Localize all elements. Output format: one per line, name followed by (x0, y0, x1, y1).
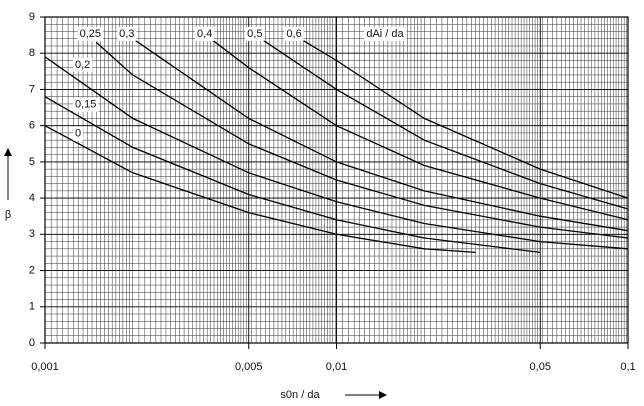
series-label: 0,6 (286, 28, 301, 40)
label-background (245, 26, 265, 41)
label-background (73, 57, 93, 72)
label-background (117, 26, 137, 41)
series-label: 0,3 (119, 28, 134, 40)
y-tick-label: 2 (29, 264, 35, 276)
label-background (73, 97, 99, 112)
series-label: 0,15 (75, 99, 96, 111)
x-tick-label: 0,005 (235, 361, 263, 373)
y-tick-label: 0 (29, 337, 35, 349)
curve (95, 41, 629, 239)
curve (44, 56, 629, 250)
x-tick-label: 0,01 (326, 361, 347, 373)
label-background (194, 26, 215, 41)
label-background (73, 126, 84, 141)
y-tick-label: 8 (29, 47, 35, 59)
series-label: 0 (75, 128, 81, 140)
y-tick-label: 1 (29, 301, 35, 313)
y-axis-label: β (5, 209, 11, 221)
y-tick-label: 4 (29, 192, 35, 204)
y-tick-label: 3 (29, 228, 35, 240)
curve (44, 125, 476, 254)
plot-frame (44, 16, 629, 344)
x-arrow-head (379, 391, 387, 399)
label-background (77, 26, 104, 41)
label-background (284, 26, 304, 41)
series-label: 0,5 (247, 28, 262, 40)
x-tick-label: 0,001 (31, 361, 59, 373)
curve (260, 38, 629, 210)
curve (44, 96, 541, 254)
series-label: 0,4 (197, 28, 212, 40)
y-tick-label: 7 (29, 83, 35, 95)
y-tick-label: 5 (29, 156, 35, 168)
y-tick-label: 6 (29, 120, 35, 132)
curve (210, 38, 629, 221)
x-axis-label: s0n / da (280, 389, 320, 401)
curve (132, 38, 629, 232)
label-background (364, 26, 407, 41)
x-tick-label: 0,05 (530, 361, 551, 373)
series-label: 0,2 (75, 59, 90, 71)
series-label: 0,25 (80, 28, 101, 40)
y-arrow-head (4, 148, 12, 156)
curve (299, 38, 629, 199)
legend-title: dAi / da (366, 28, 404, 40)
y-tick-label: 9 (29, 11, 35, 23)
x-tick-label: 0,1 (620, 361, 635, 373)
